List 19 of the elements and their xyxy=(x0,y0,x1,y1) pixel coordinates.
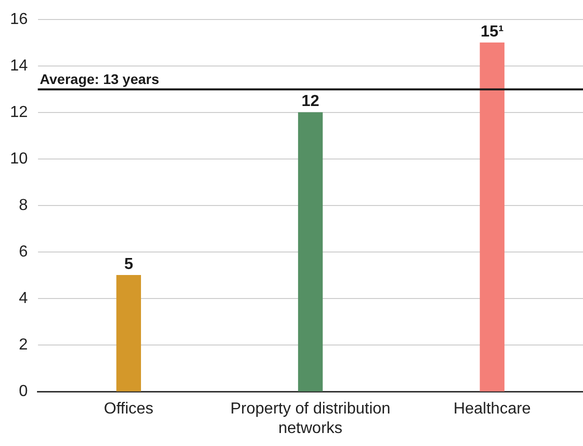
data-label: 15¹ xyxy=(480,23,504,40)
y-tick-label: 12 xyxy=(10,104,28,122)
x-tick-label: Healthcare xyxy=(453,400,531,418)
y-tick-label: 2 xyxy=(18,336,28,354)
bar xyxy=(298,112,323,392)
y-tick-label: 0 xyxy=(18,383,28,400)
data-label: 5 xyxy=(124,256,134,273)
y-tick-label: 16 xyxy=(10,11,28,28)
data-label: 12 xyxy=(302,93,320,110)
x-tick-label: Offices xyxy=(104,400,154,418)
y-tick-label: 10 xyxy=(10,150,28,168)
y-tick-label: 4 xyxy=(18,290,28,308)
y-tick-label: 14 xyxy=(10,58,28,75)
x-tick-label: Property of distribution networks xyxy=(230,400,390,437)
y-tick-label: 8 xyxy=(18,197,28,214)
bar xyxy=(480,42,504,392)
ref-line-label: Average: 13 years xyxy=(40,71,160,88)
bar xyxy=(116,275,141,392)
y-tick-label: 6 xyxy=(18,244,28,261)
